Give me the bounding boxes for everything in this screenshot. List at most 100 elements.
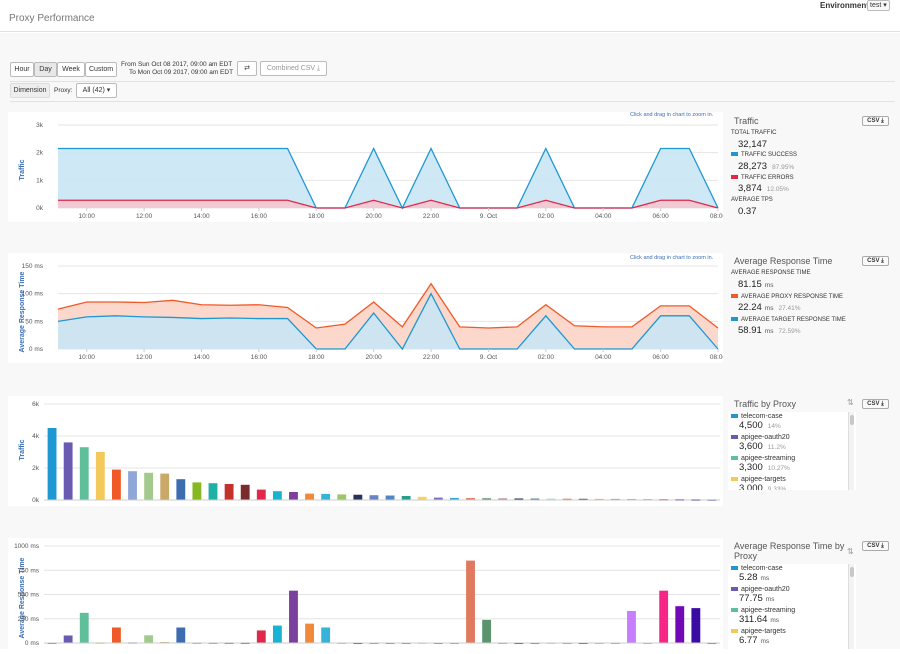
swatch-icon	[731, 456, 738, 461]
bar-cap	[176, 625, 186, 628]
sort-icon[interactable]: ⇅	[847, 547, 854, 556]
sort-icon[interactable]: ⇅	[847, 398, 854, 407]
y-tick-label: 4k	[32, 433, 40, 440]
bar-cap	[95, 640, 105, 643]
proxy-swatch-icon	[731, 294, 738, 299]
bar	[208, 483, 218, 500]
legend-item[interactable]: apigee-oauth20 77.75 ms	[731, 586, 846, 604]
avg-proxy-response-value: 22.24 ms 27.41%	[738, 302, 801, 313]
legend-item-unit: ms	[760, 638, 770, 645]
bar-cap	[530, 640, 540, 643]
avg-proxy-response-label: AVERAGE PROXY RESPONSE TIME	[731, 294, 843, 300]
avg-tps-label: AVERAGE TPS	[731, 197, 773, 203]
bar-cap	[272, 623, 282, 626]
traffic-by-proxy-csv-button[interactable]: CSV ⤓	[862, 399, 889, 409]
range-hour-button[interactable]: Hour	[10, 62, 34, 77]
bar-cap	[47, 640, 57, 643]
legend-item-name: apigee-oauth20	[741, 434, 790, 441]
y-tick-label: 250 ms	[18, 616, 40, 623]
bar	[321, 493, 331, 500]
bar-cap	[321, 625, 331, 628]
y-ticks: 6k 4k 2k 0k	[32, 401, 40, 504]
range-custom-button[interactable]: Custom	[85, 62, 117, 77]
bar	[176, 627, 186, 643]
bar	[79, 612, 89, 643]
zoom-hint: Click and drag in chart to zoom in.	[630, 112, 714, 118]
x-tick-label: 9. Oct	[480, 213, 498, 220]
swap-icon[interactable]: ⇄	[237, 61, 257, 76]
bar	[47, 428, 57, 500]
rt-by-proxy-chart[interactable]: Average Response Time 1000 ms 750 ms 500 m…	[8, 538, 723, 649]
legend-item[interactable]: apigee-streaming 311.64 ms	[731, 607, 846, 625]
bar	[144, 635, 154, 643]
rt-by-proxy-csv-button[interactable]: CSV ⤓	[862, 541, 889, 551]
legend-item[interactable]: apigee-streaming 3,300 10.27%	[731, 455, 846, 473]
traffic-by-proxy-legend: Traffic by Proxy ⇅ CSV ⤓ apigee-targets 3…	[728, 397, 896, 493]
swatch-icon	[731, 414, 738, 419]
bar-cap	[675, 604, 685, 607]
response-chart-panel: Click and drag in chart to zoom in. Aver…	[8, 253, 727, 363]
y-axis-label: Average Response Time	[19, 557, 26, 638]
y-tick-label: 6k	[32, 401, 40, 408]
y-tick-label: 2k	[36, 150, 44, 157]
bar	[562, 498, 572, 501]
range-week-button[interactable]: Week	[57, 62, 85, 77]
bar	[433, 497, 443, 500]
legend-item[interactable]: apigee-targets 3,000 9.33%	[731, 476, 846, 490]
combined-csv-button[interactable]: Combined CSV ⤓	[260, 61, 327, 76]
bar	[63, 635, 73, 643]
dimension-tab[interactable]: Dimension	[10, 83, 50, 98]
x-tick-label: 14:00	[193, 213, 210, 220]
legend-item[interactable]: apigee-targets 6.77 ms	[731, 628, 846, 646]
bar-cap	[450, 640, 459, 643]
bar	[530, 498, 540, 501]
bar	[256, 630, 266, 643]
errors-swatch-icon	[731, 175, 738, 180]
rt-by-proxy-list[interactable]: apigee-targets 6.77 ms apigee-streaming 311.…	[728, 564, 856, 649]
legend-item-name: telecom-case	[741, 565, 783, 572]
bar	[482, 619, 492, 643]
legend-item-unit: ms	[760, 575, 770, 582]
bar	[385, 495, 395, 500]
bar-cap	[707, 640, 717, 643]
proxy-select[interactable]: All (42) ▾	[76, 83, 117, 98]
traffic-by-proxy-chart[interactable]: Traffic 6k 4k 2k 0k	[8, 396, 723, 506]
bar-cap	[112, 625, 121, 628]
bar	[192, 482, 202, 500]
bar-cap	[160, 640, 170, 643]
bar-cap	[562, 640, 572, 643]
traffic-by-proxy-list[interactable]: apigee-targets 3,000 9.33% apigee-streaming…	[728, 412, 856, 490]
bars	[44, 428, 720, 501]
series-areas	[57, 282, 719, 351]
bar-cap	[192, 640, 202, 643]
traffic-chart[interactable]: Traffic 3k 2k 1k 0k 10:00 12:00 14:00 16:00 18:…	[8, 112, 727, 222]
target-swatch-icon	[731, 317, 738, 322]
traffic-chart-panel: Click and drag in chart to zoom in. Traf…	[8, 112, 727, 222]
legend-item[interactable]: telecom-case 4,500 14%	[731, 413, 846, 431]
environment-select[interactable]: test ▾	[867, 0, 890, 11]
bar	[450, 497, 459, 500]
response-csv-button[interactable]: CSV ⤓	[862, 256, 889, 266]
x-tick-label: 12:00	[136, 213, 153, 220]
bar	[176, 479, 186, 500]
page-title: Proxy Performance	[9, 13, 95, 24]
legend-item-value: 77.75	[739, 593, 763, 604]
range-day-button[interactable]: Day	[34, 62, 57, 77]
response-chart[interactable]: Average Response Time 150 ms 100 ms 50 ms 0…	[8, 253, 727, 363]
bar	[289, 590, 298, 643]
bar	[112, 469, 121, 500]
legend-item[interactable]: apigee-oauth20 3,600 11.2%	[731, 434, 846, 452]
traffic-csv-button[interactable]: CSV ⤓	[862, 116, 889, 126]
traffic-by-proxy-title: Traffic by Proxy	[734, 399, 797, 409]
series-area	[58, 200, 718, 208]
bar	[305, 623, 314, 643]
scrollbar[interactable]	[848, 412, 854, 490]
swatch-icon	[731, 566, 738, 571]
x-tick-label: 06:00	[652, 213, 669, 220]
scrollbar[interactable]	[848, 564, 854, 649]
swatch-icon	[731, 587, 738, 592]
bar-cap	[546, 640, 556, 643]
series-areas	[58, 147, 719, 210]
x-tick-label: 08:00	[710, 213, 723, 220]
legend-item[interactable]: telecom-case 5.28 ms	[731, 565, 846, 583]
